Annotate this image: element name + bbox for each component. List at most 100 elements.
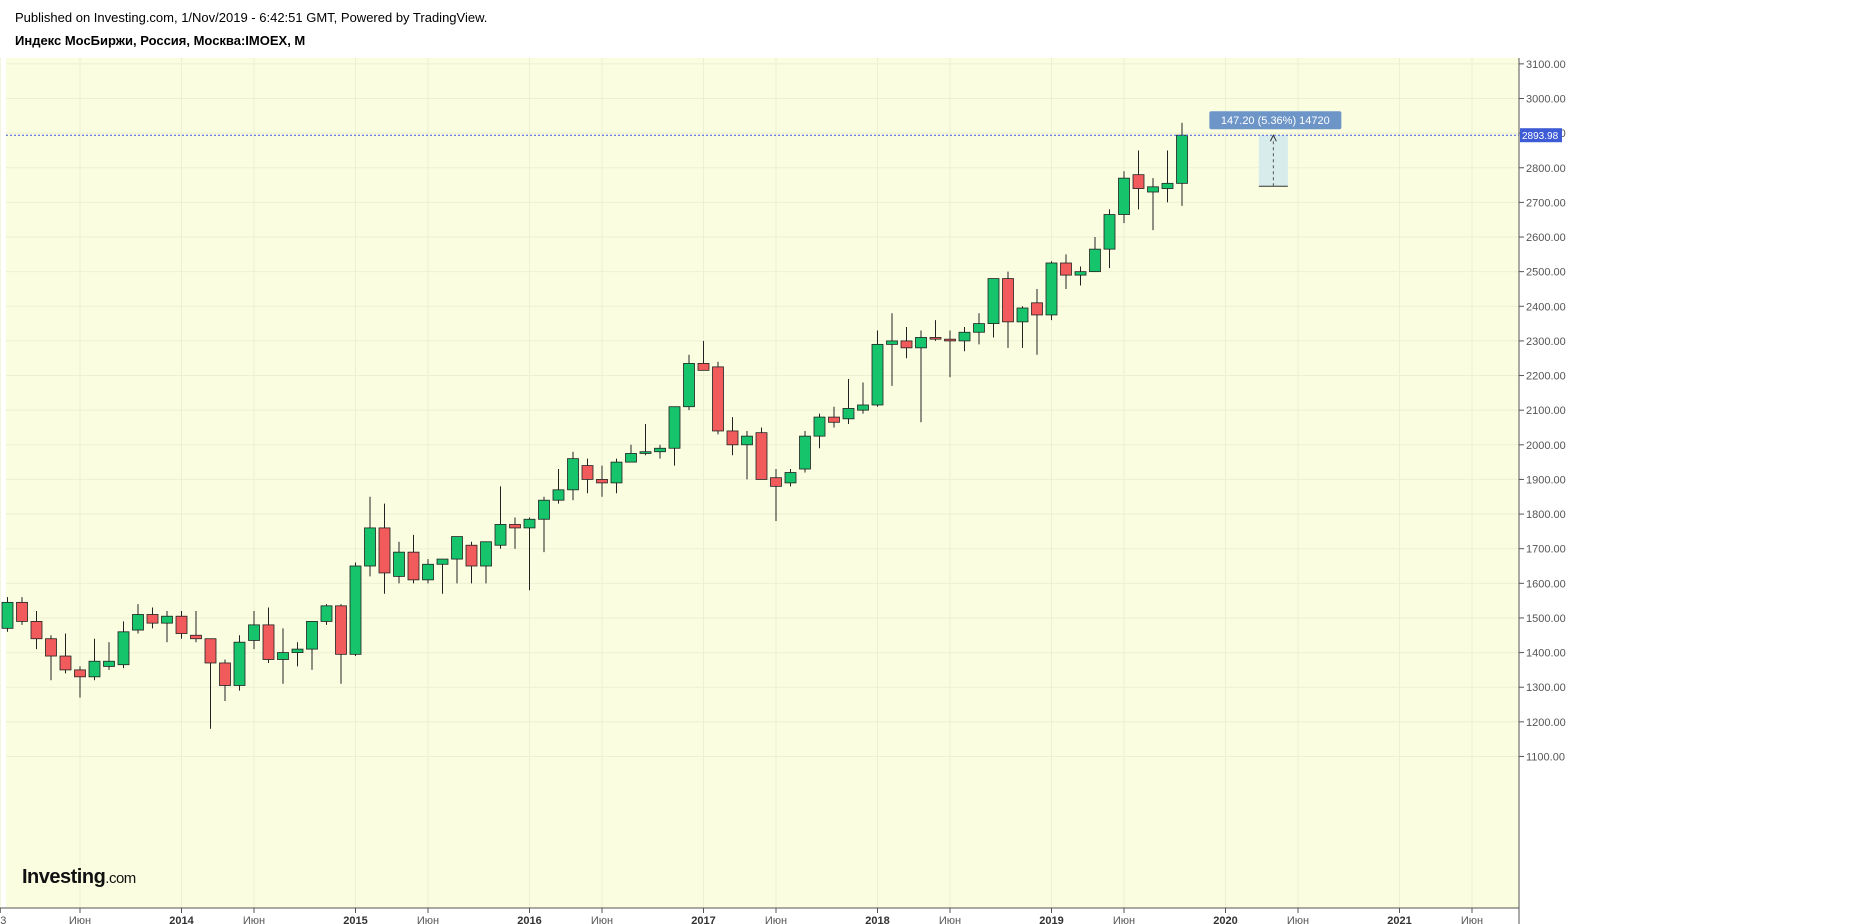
x-tick-label: Июн: [765, 915, 787, 924]
candle-body: [1060, 262, 1072, 276]
candle: [1074, 266, 1087, 286]
last-price-badge: [1520, 128, 1562, 143]
x-tick-label: 13: [0, 915, 6, 924]
y-tick-label: 2100.00: [1526, 405, 1566, 417]
y-tick-label: 2600.00: [1526, 232, 1566, 244]
x-tick-label: 2015: [343, 915, 367, 924]
candle: [683, 354, 695, 411]
candle: [132, 604, 144, 634]
time-axis[interactable]: 13 Июн 2014 Июн 2015 Июн 2016 Июн 2017 Июн 2018 Июн…: [0, 908, 1483, 924]
candle: [291, 642, 304, 667]
x-tick-label: Июн: [1287, 915, 1309, 924]
candle-body: [480, 541, 492, 567]
y-tick-label: 2500.00: [1526, 267, 1566, 279]
y-tick-label: 1300.00: [1526, 682, 1566, 694]
candle-body: [639, 451, 652, 454]
candle-body: [683, 363, 695, 408]
candle-body: [552, 489, 565, 501]
candle-body: [349, 565, 362, 655]
candle-body: [117, 631, 130, 666]
candle: [407, 534, 420, 584]
y-tick-label: 3100.00: [1526, 59, 1566, 71]
candle: [784, 469, 797, 487]
y-tick-label: 2000.00: [1526, 440, 1566, 452]
x-tick-label: Июн: [243, 915, 265, 924]
candle-body: [132, 614, 144, 631]
candle-body: [16, 601, 28, 622]
candle: [306, 621, 318, 670]
candle: [465, 541, 478, 584]
candle-body: [842, 408, 855, 420]
candle-body: [233, 641, 246, 686]
candle: [364, 496, 376, 577]
x-tick-label: Июн: [1113, 915, 1135, 924]
x-tick-label: Июн: [69, 915, 91, 924]
candle: [726, 417, 739, 456]
candle-body: [277, 652, 289, 660]
candle: [697, 340, 710, 371]
candle-body: [1, 601, 14, 629]
candle: [248, 611, 260, 650]
candle-body: [755, 432, 768, 480]
candle: [1161, 150, 1174, 203]
candle: [103, 642, 115, 670]
candle-body: [654, 447, 666, 453]
candle: [436, 558, 449, 594]
candle-body: [219, 662, 231, 686]
candle-body: [799, 435, 811, 470]
candle-body: [422, 563, 434, 581]
x-tick-label: 2014: [169, 915, 194, 924]
candle-body: [973, 323, 985, 333]
candle: [509, 517, 521, 549]
candle-body: [306, 621, 318, 650]
candle: [175, 611, 188, 639]
price-axis[interactable]: 1100.00 1200.00 1300.00 1400.00 1500.00 1600.…: [1519, 59, 1566, 764]
y-tick-label: 3000.00: [1526, 94, 1566, 106]
y-tick-label: 1200.00: [1526, 717, 1566, 729]
candle: [494, 486, 507, 549]
candle-body: [871, 343, 884, 406]
candle: [915, 330, 927, 423]
candle-body: [509, 524, 521, 529]
candle: [277, 628, 289, 684]
candle-body: [1016, 307, 1029, 323]
candle: [59, 633, 72, 674]
y-tick-label: 2400.00: [1526, 301, 1566, 313]
candle-body: [567, 458, 579, 491]
candle-body: [1002, 278, 1014, 323]
candle-body: [770, 477, 782, 487]
candle-body: [523, 518, 536, 529]
investing-logo[interactable]: Investing.com: [22, 866, 136, 889]
candle-body: [726, 430, 739, 446]
candle-body: [697, 363, 710, 371]
candle: [567, 451, 579, 501]
candle: [190, 611, 202, 643]
measure-tool[interactable]: 147.20 (5.36%) 14720: [1209, 111, 1342, 187]
candle: [886, 313, 898, 386]
candle: [987, 278, 1000, 338]
candle: [799, 430, 811, 473]
candle-body: [1089, 248, 1101, 273]
candle-body: [668, 406, 681, 449]
candle: [1, 597, 14, 632]
candle: [552, 469, 565, 504]
candle: [204, 638, 217, 729]
candle-body: [929, 337, 942, 340]
candle-body: [364, 527, 376, 567]
y-tick-label: 2300.00: [1526, 336, 1566, 348]
candle: [1045, 261, 1058, 321]
candle: [741, 430, 753, 480]
candle-body: [538, 499, 550, 520]
published-info: Published on Investing.com, 1/Nov/2019 -…: [15, 10, 488, 25]
candle-body: [828, 416, 840, 423]
candle-body: [494, 524, 507, 546]
candle-body: [190, 634, 202, 640]
candle-body: [30, 621, 43, 640]
y-tick-label: 1400.00: [1526, 648, 1566, 660]
logo-brand: Investing: [22, 866, 106, 888]
candle: [45, 635, 57, 681]
candle-body: [74, 669, 86, 678]
x-tick-label: 2016: [517, 915, 541, 924]
candle: [639, 424, 652, 456]
